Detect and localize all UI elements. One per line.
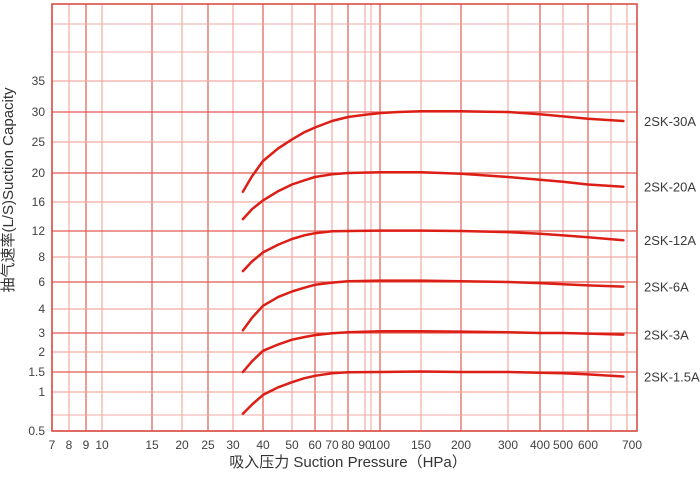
x-tick-label-10: 10 (95, 438, 109, 452)
curve-2sk-12a (241, 229, 625, 273)
x-tick-label-9: 9 (83, 438, 90, 452)
plot-frame (51, 3, 638, 432)
y-tick-label-25: 25 (32, 135, 46, 149)
y-tick-label-12: 12 (32, 224, 46, 238)
x-tick-label-60: 60 (308, 438, 322, 452)
plot-border (51, 3, 638, 432)
x-tick-label-100: 100 (370, 438, 390, 452)
curve-2sk-3a (241, 330, 625, 374)
x-tick-label-400: 400 (530, 438, 550, 452)
y-tick-label-2: 2 (38, 345, 45, 359)
x-tick-label-50: 50 (285, 438, 299, 452)
series-label-2sk-3a: 2SK-3A (644, 328, 689, 343)
y-tick-label-16: 16 (32, 195, 46, 209)
y-tick-label-8: 8 (38, 250, 45, 264)
x-tick-label-40: 40 (256, 438, 270, 452)
y-tick-label-0.5: 0.5 (28, 424, 45, 438)
curves (241, 110, 625, 415)
series-labels: 2SK-30A 2SK-20A 2SK-12A 2SK-6A 2SK-3A 2SK-1.5… (644, 114, 700, 384)
curve-2sk-30a (241, 110, 625, 194)
y-tick-label-6: 6 (38, 275, 45, 289)
x-tick-label-500: 500 (553, 438, 573, 452)
x-tick-label-15: 15 (145, 438, 159, 452)
curve-2sk-1.5a (241, 370, 625, 415)
curve-2sk-6a (241, 279, 625, 332)
y-tick-label-4: 4 (38, 302, 45, 316)
x-tick-label-150: 150 (411, 438, 431, 452)
x-tick-label-70: 70 (325, 438, 339, 452)
x-tick-label-25: 25 (201, 438, 215, 452)
x-tick-label-200: 200 (451, 438, 471, 452)
x-tick-label-700: 700 (622, 438, 642, 452)
x-tick-label-600: 600 (578, 438, 598, 452)
x-tick-label-7: 7 (49, 438, 56, 452)
x-tick-label-8: 8 (66, 438, 73, 452)
grid-lines (51, 4, 637, 432)
x-tick-label-30: 30 (226, 438, 240, 452)
y-tick-label-20: 20 (32, 166, 46, 180)
x-tick-label-90: 90 (358, 438, 372, 452)
y-tick-label-1.5: 1.5 (28, 365, 45, 379)
x-tick-label-300: 300 (498, 438, 518, 452)
y-tick-label-30: 30 (32, 105, 46, 119)
x-tick-label-20: 20 (175, 438, 189, 452)
y-tick-label-3: 3 (38, 326, 45, 340)
series-label-2sk-30a: 2SK-30A (644, 114, 696, 129)
y-tick-label-1: 1 (38, 385, 45, 399)
series-label-2sk-6a: 2SK-6A (644, 280, 689, 295)
series-label-2sk-1.5a: 2SK-1.5A (644, 369, 700, 384)
series-label-2sk-20a: 2SK-20A (644, 180, 696, 195)
y-tick-label-35: 35 (32, 74, 46, 88)
curve-2sk-20a (241, 171, 625, 221)
series-label-2sk-12a: 2SK-12A (644, 233, 696, 248)
x-tick-label-80: 80 (341, 438, 355, 452)
y-axis-title: 抽气速率(L/S)Suction Capacity (0, 87, 17, 293)
x-axis-title: 吸入压力 Suction Pressure（HPa） (229, 454, 467, 471)
